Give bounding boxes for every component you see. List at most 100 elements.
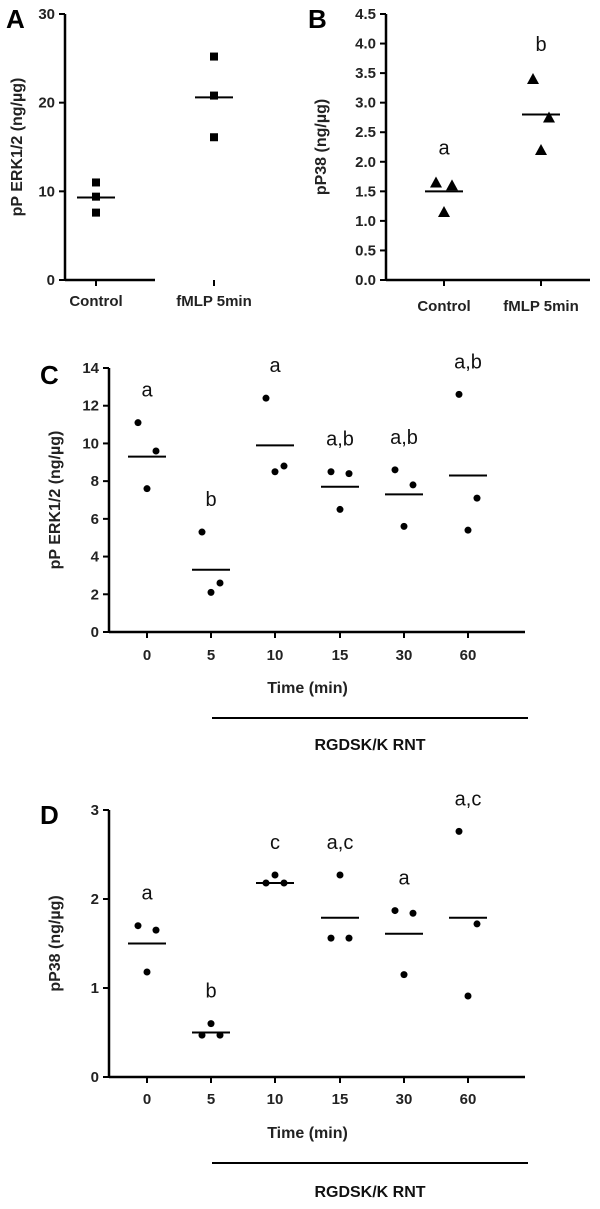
y-tick-label: 30 — [38, 6, 55, 23]
y-tick-label: 3.0 — [355, 95, 376, 112]
data-point — [473, 920, 481, 928]
data-point — [336, 505, 344, 513]
data-point — [92, 178, 100, 187]
data-point — [327, 934, 335, 942]
data-point — [543, 111, 555, 123]
significance-label: a,b — [326, 429, 354, 451]
y-tick-label: 2.5 — [355, 124, 376, 141]
y-tick-label: 3 — [91, 802, 99, 819]
data-point — [391, 466, 399, 474]
significance-label: a — [141, 380, 153, 402]
x-tick-label: fMLP 5min — [176, 293, 252, 310]
y-axis-title: pP38 (ng/µg) — [313, 99, 330, 195]
x-axis-title: Time (min) — [267, 1125, 348, 1142]
x-axis-title: Time (min) — [267, 680, 348, 697]
x-tick-label: 0 — [143, 647, 151, 664]
data-point — [271, 871, 279, 879]
data-point — [210, 133, 218, 142]
x-tick-label: 15 — [332, 1091, 349, 1108]
y-tick-label: 1.0 — [355, 213, 376, 230]
y-tick-label: 12 — [82, 398, 99, 415]
y-tick-label: 1.5 — [355, 183, 376, 200]
significance-label: c — [270, 832, 280, 854]
significance-label: b — [205, 981, 216, 1003]
x-tick-label: 30 — [396, 647, 413, 664]
data-point — [535, 143, 547, 155]
significance-label: a,c — [327, 832, 354, 854]
x-tick-label: 5 — [207, 647, 215, 664]
x-tick-label: Control — [69, 293, 122, 310]
data-point — [92, 208, 100, 217]
data-point — [409, 481, 417, 489]
panel-letter: C — [40, 360, 59, 390]
data-point — [455, 390, 463, 398]
panel-letter: D — [40, 800, 59, 830]
data-point — [400, 971, 408, 979]
data-point — [409, 909, 417, 917]
y-tick-label: 2 — [91, 891, 99, 908]
x-tick-label: 0 — [143, 1091, 151, 1108]
data-point — [152, 447, 160, 455]
y-tick-label: 1 — [91, 980, 99, 997]
y-tick-label: 2 — [91, 586, 99, 603]
significance-label: b — [205, 489, 216, 511]
y-tick-label: 4.5 — [355, 6, 376, 23]
x-tick-label: Control — [417, 298, 470, 315]
data-point — [345, 470, 353, 478]
data-point — [527, 73, 539, 85]
data-point — [455, 827, 463, 835]
data-point — [446, 179, 458, 191]
significance-label: a — [269, 355, 281, 377]
data-point — [143, 968, 151, 976]
data-point — [134, 419, 142, 427]
y-tick-label: 8 — [91, 473, 99, 490]
y-tick-label: 0.0 — [355, 272, 376, 289]
data-point — [464, 992, 472, 1000]
y-axis-title: pP ERK1/2 (ng/µg) — [9, 78, 26, 217]
x-tick-label: 10 — [267, 1091, 284, 1108]
y-tick-label: 0.5 — [355, 242, 376, 259]
data-point — [336, 871, 344, 879]
panel-letter: A — [6, 4, 25, 34]
data-point — [207, 588, 215, 596]
data-point — [391, 907, 399, 915]
y-tick-label: 14 — [82, 360, 99, 377]
significance-label: a — [438, 137, 450, 159]
significance-label: a,b — [390, 427, 418, 449]
data-point — [143, 485, 151, 493]
y-axis-title: pP ERK1/2 (ng/µg) — [47, 431, 64, 570]
y-tick-label: 0 — [47, 272, 55, 289]
y-tick-label: 3.5 — [355, 65, 376, 82]
y-tick-label: 20 — [38, 95, 55, 112]
x-tick-label: 60 — [460, 647, 477, 664]
significance-label: a — [141, 883, 153, 905]
x-tick-label: 10 — [267, 647, 284, 664]
data-point — [210, 52, 218, 61]
data-point — [430, 176, 442, 188]
significance-label: a,b — [454, 351, 482, 373]
y-tick-label: 4.0 — [355, 36, 376, 53]
data-point — [152, 926, 160, 934]
y-tick-label: 2.0 — [355, 154, 376, 171]
y-tick-label: 10 — [82, 435, 99, 452]
significance-label: b — [535, 34, 546, 56]
data-point — [198, 528, 206, 536]
data-point — [134, 922, 142, 930]
y-tick-label: 4 — [91, 549, 100, 566]
significance-label: a — [398, 868, 410, 890]
data-point — [271, 468, 279, 476]
significance-label: a,c — [455, 788, 482, 810]
data-point — [210, 91, 218, 100]
treatment-label: RGDSK/K RNT — [314, 1184, 425, 1201]
data-point — [207, 1020, 215, 1028]
treatment-label: RGDSK/K RNT — [314, 737, 425, 754]
data-point — [280, 462, 288, 470]
y-axis-title: pP38 (ng/µg) — [47, 895, 64, 991]
x-tick-label: 60 — [460, 1091, 477, 1108]
x-tick-label: 5 — [207, 1091, 215, 1108]
data-point — [327, 468, 335, 476]
panel-letter: B — [308, 4, 327, 34]
x-tick-label: 15 — [332, 647, 349, 664]
x-tick-label: fMLP 5min — [503, 298, 579, 315]
